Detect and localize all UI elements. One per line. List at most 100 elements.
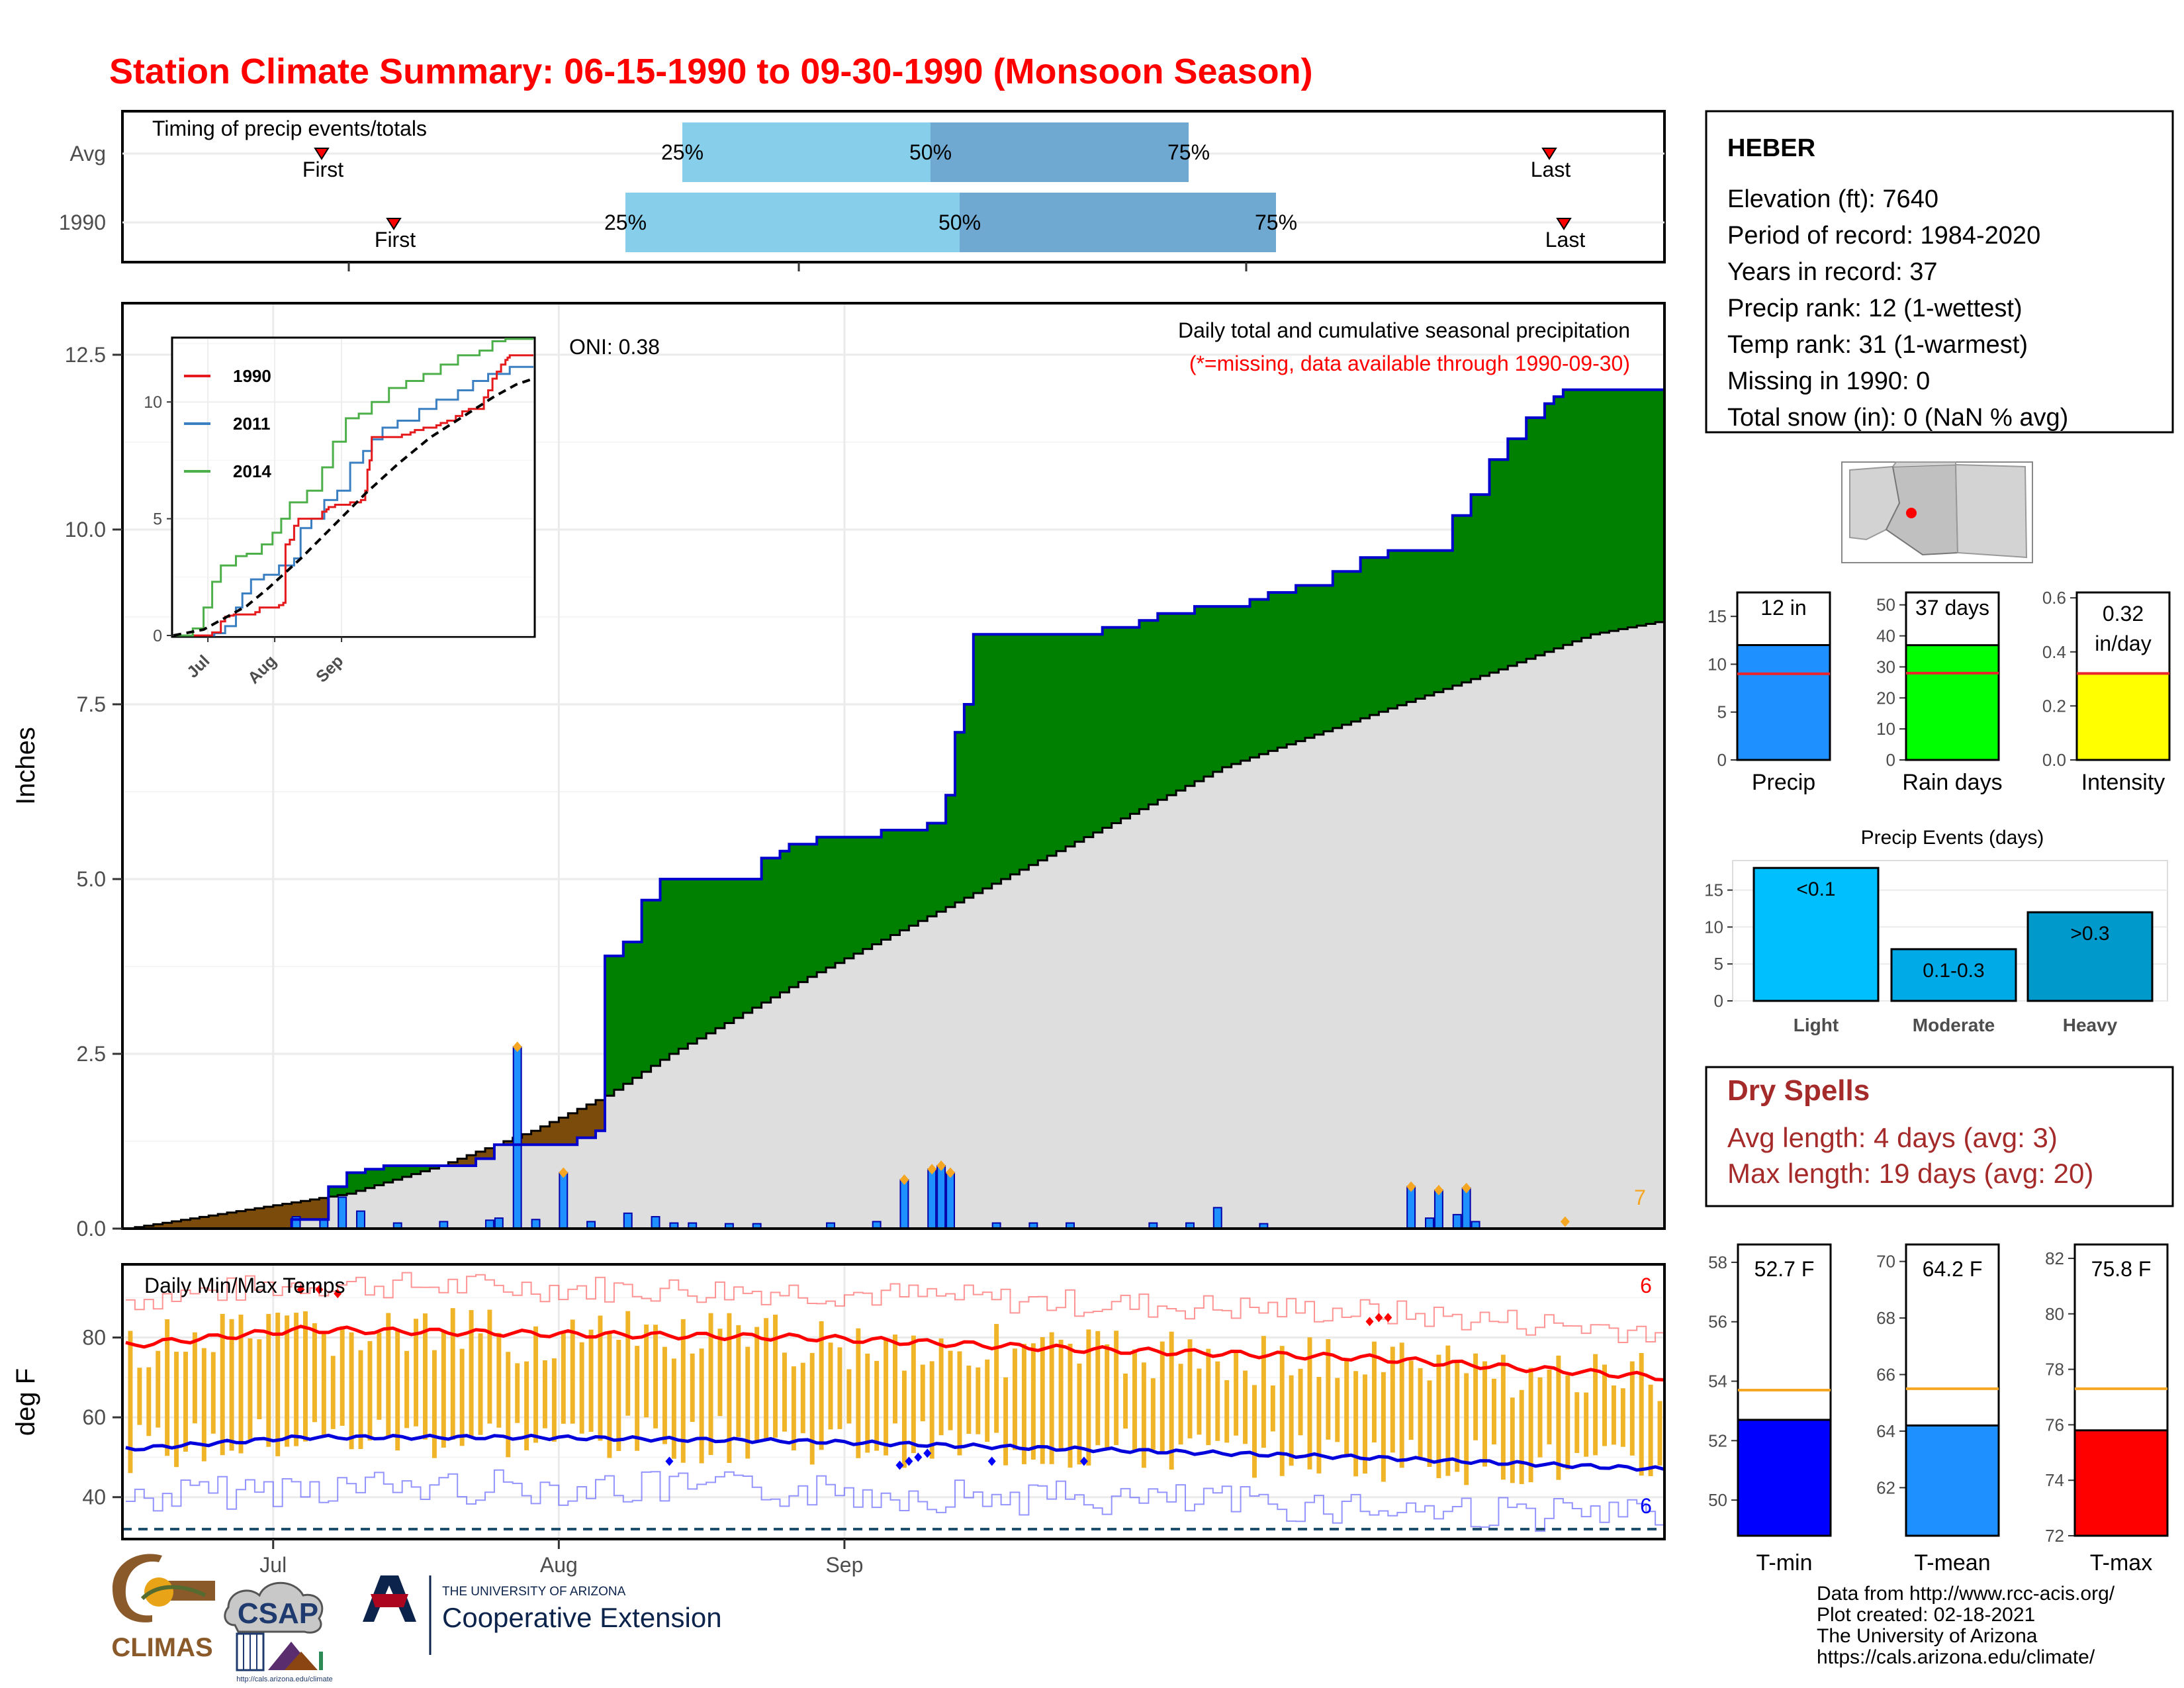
daily-temp-range-bar <box>680 1319 686 1463</box>
record-precip-marker <box>936 1160 946 1171</box>
inset-ytick-label: 10 <box>144 393 162 412</box>
below-average-fill <box>586 1104 596 1138</box>
daily-temp-range-bar <box>201 1348 206 1462</box>
temp-bar-tick-label: 62 <box>1876 1477 1895 1497</box>
above-average-fill <box>1406 550 1416 702</box>
above-average-fill <box>1083 634 1094 837</box>
daily-precip-bar <box>1452 1213 1462 1229</box>
above-average-fill <box>1019 634 1029 870</box>
timing-avg-first: First <box>302 158 343 181</box>
temp-bar-value-label: 52.7 F <box>1754 1257 1815 1281</box>
daily-temp-range-bar <box>1381 1372 1386 1482</box>
mini-bar-tick-label: 0.6 <box>2042 588 2066 608</box>
above-average-fill <box>651 900 661 1066</box>
record-low-marker <box>905 1456 913 1466</box>
above-average-fill <box>1305 585 1315 738</box>
daily-temp-range-bar <box>1316 1377 1322 1474</box>
daily-temp-range-bar <box>1040 1336 1045 1464</box>
above-average-fill <box>743 878 753 1013</box>
mini-bar-label: Precip <box>1752 770 1815 795</box>
season-summary-bars: 0 5 10 15 12 in Precip 0 10 20 30 40 50 37 days Rain … <box>1707 588 2171 795</box>
above-average-fill <box>1517 438 1527 663</box>
daily-temp-range-bar <box>340 1326 345 1426</box>
above-average-fill <box>1590 389 1601 635</box>
events-category-label: Heavy <box>2063 1015 2118 1035</box>
temp-bar-tick-label: 72 <box>2045 1526 2064 1546</box>
daily-temp-range-bar <box>948 1350 953 1430</box>
daily-temp-range-bar <box>1584 1392 1589 1457</box>
daily-temp-range-bar <box>1335 1378 1340 1442</box>
record-low-marker <box>665 1456 674 1466</box>
timing-panel: Timing of precip events/totals Avg 1990 … <box>59 110 1666 271</box>
mini-bar-tick-label: 10 <box>1707 654 1727 674</box>
footer-line-4: https://cals.arizona.edu/climate/ <box>1817 1646 2095 1668</box>
above-average-fill <box>420 1165 431 1172</box>
daily-precip-bar <box>559 1172 569 1229</box>
above-average-fill <box>1296 585 1306 741</box>
below-average-fill <box>540 1126 551 1145</box>
temp-xtick-label: Aug <box>540 1553 578 1577</box>
daily-temp-range-bar <box>1445 1345 1451 1476</box>
daily-temp-range-bar <box>496 1333 502 1428</box>
daily-temp-range-bar <box>128 1331 133 1474</box>
below-average-fill <box>144 1225 154 1229</box>
daily-temp-range-bar <box>994 1324 999 1433</box>
above-average-fill <box>1074 634 1085 842</box>
above-average-fill <box>1158 613 1167 800</box>
daily-temp-range-bar <box>1482 1361 1487 1467</box>
timing-year-50-75-bar <box>960 193 1276 252</box>
mini-bar-tick-label: 50 <box>1876 595 1895 615</box>
below-average-fill <box>273 1205 283 1229</box>
daily-temp-range-bar <box>837 1347 842 1429</box>
above-average-fill <box>724 878 735 1023</box>
daily-temp-range-bar <box>137 1368 142 1425</box>
daily-precip-bar <box>946 1172 955 1229</box>
temp-bar-tick-label: 76 <box>2045 1415 2064 1434</box>
temp-bar-tick-label: 70 <box>1876 1252 1895 1272</box>
daily-temp-range-bar <box>884 1338 889 1456</box>
daily-temp-range-bar <box>561 1331 566 1424</box>
daily-temp-range-bar <box>1251 1385 1257 1478</box>
daily-temp-range-bar <box>1234 1352 1239 1436</box>
timing-year-p75: 75% <box>1255 211 1297 234</box>
daily-temp-range-bar <box>635 1346 640 1451</box>
daily-temp-range-bar <box>1648 1384 1653 1476</box>
below-average-fill <box>181 1219 191 1229</box>
temp-bar-label: T-mean <box>1914 1550 1990 1575</box>
above-average-fill <box>1609 389 1619 632</box>
timing-avg-25-50-bar <box>682 122 931 182</box>
above-average-fill <box>1010 634 1021 874</box>
daily-temp-range-bar <box>1620 1388 1625 1447</box>
daily-temp-range-bar <box>1436 1354 1441 1479</box>
record-high-marker <box>1365 1317 1374 1327</box>
above-average-fill <box>789 844 799 988</box>
daily-temp-range-bar <box>294 1313 299 1446</box>
daily-temp-range-bar <box>1049 1332 1054 1464</box>
below-average-fill <box>153 1224 163 1229</box>
above-average-fill <box>688 878 698 1044</box>
daily-temp-range-bar <box>1086 1329 1091 1466</box>
temp-bar-tick-label: 66 <box>1876 1365 1895 1385</box>
daily-temp-range-bar <box>1289 1375 1294 1466</box>
above-average-fill <box>1637 389 1647 626</box>
above-average-fill <box>1259 599 1269 755</box>
daily-temp-range-bar <box>1150 1378 1156 1450</box>
above-average-fill <box>1655 389 1665 622</box>
temp-bar-tick-label: 50 <box>1708 1490 1727 1510</box>
inset-series-average <box>173 377 534 637</box>
daily-precip-bar <box>338 1196 347 1230</box>
above-average-fill <box>411 1165 422 1174</box>
above-average-fill <box>1508 438 1518 666</box>
average-cumulative-area <box>126 620 1664 1229</box>
above-average-fill <box>1342 571 1352 725</box>
below-average-fill <box>484 1148 495 1159</box>
above-average-fill <box>1332 571 1343 728</box>
daily-temp-range-bar <box>257 1339 262 1419</box>
daily-temp-range-bar <box>146 1367 152 1436</box>
inset-legend-label: 1990 <box>233 366 271 386</box>
above-average-fill <box>1600 389 1610 633</box>
daily-temp-range-bar <box>1500 1354 1506 1480</box>
above-average-fill <box>1056 634 1066 851</box>
events-category-label: Moderate <box>1913 1015 1995 1035</box>
